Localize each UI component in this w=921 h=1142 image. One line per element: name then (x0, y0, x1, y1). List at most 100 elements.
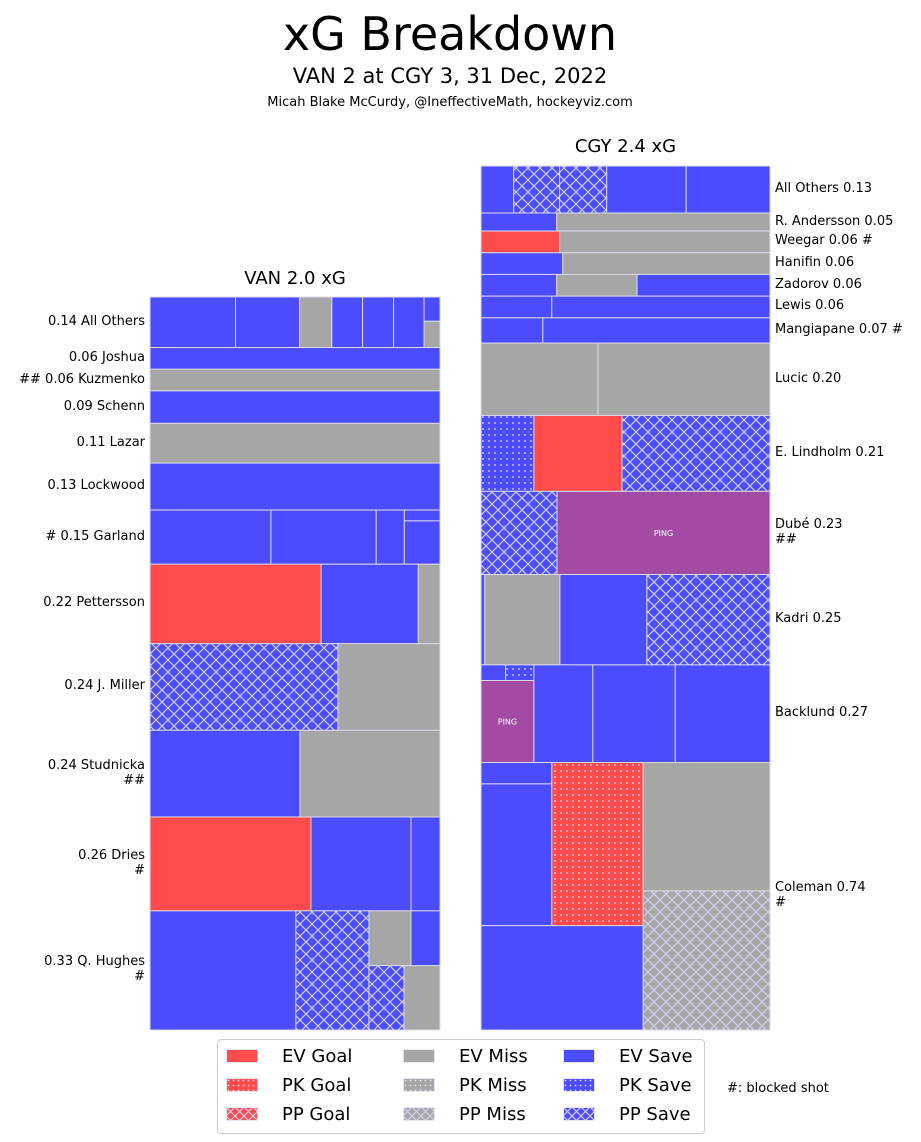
player-row-cgy: PING (480, 664, 771, 763)
shot-cell-save-solid (375, 509, 405, 565)
shot-cell-save-dots (480, 414, 535, 492)
player-row-cgy (480, 212, 771, 232)
legend-label: EV Goal (282, 1045, 353, 1067)
shot-cell-save-solid (542, 317, 771, 344)
shot-cell-save-solid (403, 520, 441, 565)
row-label: 0.22 Pettersson (43, 595, 145, 611)
legend-swatch (403, 1049, 435, 1063)
shot-cell-save-solid (551, 295, 771, 319)
shot-cell-goal-solid (149, 563, 322, 645)
legend-swatch (226, 1078, 258, 1092)
player-row-van (149, 296, 441, 349)
shot-cell-goal-solid (533, 414, 623, 492)
legend-label: PK Miss (459, 1074, 527, 1096)
cgy-panel-title: CGY 2.4 xG (574, 136, 677, 157)
legend-item: EV Goal (226, 1044, 352, 1068)
shot-cell-save-solid (480, 783, 553, 927)
row-label: 0.06 Joshua (68, 349, 145, 365)
shot-cell-save-cross (621, 414, 771, 492)
player-row-cgy (480, 342, 771, 416)
legend-item: PP Save (563, 1102, 691, 1126)
legend-item: EV Miss (403, 1044, 528, 1068)
row-label: Dubé 0.23 ## (775, 516, 843, 547)
shot-cell-save-solid (149, 729, 301, 818)
van-treemap (149, 296, 441, 1031)
shot-cell-miss-solid (299, 296, 333, 349)
player-row-cgy (480, 273, 771, 297)
legend-label: PP Goal (282, 1103, 351, 1125)
shot-cell-save-solid (149, 910, 297, 1031)
player-row-van (149, 643, 441, 731)
ping-label: PING (654, 529, 673, 538)
shot-cell-save-solid (480, 252, 564, 275)
shot-cell-miss-solid (403, 965, 441, 1031)
row-label: All Others 0.13 (775, 180, 873, 196)
shot-cell-save-solid (480, 212, 558, 232)
van-panel-title: VAN 2.0 xG (244, 268, 346, 289)
row-label: R. Andersson 0.05 (775, 213, 894, 229)
shot-cell-goal-solid (149, 816, 312, 912)
cgy-treemap: PING PING (480, 165, 771, 1031)
legend-item: PK Save (563, 1073, 692, 1097)
blocked-shot-note: #: blocked shot (727, 1081, 829, 1096)
legend-swatch (563, 1049, 595, 1063)
shot-cell-save-solid (410, 816, 441, 912)
legend-swatch (403, 1078, 435, 1092)
shot-cell-save-solid (480, 574, 486, 666)
shot-cell-save-solid (149, 462, 441, 511)
shot-cell-miss-solid (559, 230, 771, 254)
shot-cell-save-solid (149, 296, 237, 349)
shot-cell-save-solid (320, 563, 419, 645)
player-row-cgy (480, 230, 771, 254)
player-row-cgy (480, 761, 771, 1031)
player-row-van (149, 816, 441, 912)
shot-cell-save-solid (685, 165, 771, 214)
shot-cell-save-solid (331, 296, 364, 349)
shot-cell-save-solid (559, 574, 648, 666)
player-row-van (149, 422, 441, 464)
shot-cell-miss-solid (562, 252, 771, 275)
shot-cell-miss-cross (642, 890, 771, 1031)
shot-cell-save-dots (505, 664, 535, 681)
player-row-van (149, 347, 441, 370)
shot-cell-miss-solid (417, 563, 441, 645)
shot-cell-miss-solid (556, 273, 638, 297)
shot-cell-miss-solid (299, 729, 441, 818)
legend-swatch (563, 1078, 595, 1092)
shot-cell-ping-solid (556, 490, 771, 576)
shot-cell-save-solid (606, 165, 687, 214)
legend-item: PK Goal (226, 1073, 351, 1097)
row-label: Coleman 0.74 # (775, 880, 866, 911)
row-label: Zadorov 0.06 (775, 276, 862, 292)
shot-cell-goal-dots (551, 761, 644, 927)
shot-cell-save-cross (646, 574, 771, 666)
row-label: 0.26 Dries # (78, 847, 145, 878)
row-label: Lucic 0.20 (775, 370, 842, 386)
row-label: # 0.15 Garland (45, 528, 145, 544)
shot-cell-save-solid (480, 317, 544, 344)
legend-label: EV Miss (459, 1045, 528, 1067)
legend-label: EV Save (619, 1045, 693, 1067)
shot-cell-miss-solid (484, 574, 561, 666)
shot-cell-save-solid (393, 296, 425, 349)
shot-cell-miss-solid (480, 342, 599, 416)
shot-cell-save-solid (235, 296, 301, 349)
legend-item: PP Miss (403, 1102, 526, 1126)
legend-label: PP Save (619, 1103, 691, 1125)
shot-cell-save-solid (636, 273, 771, 297)
player-row-van (149, 390, 441, 424)
shot-cell-save-cross (559, 165, 608, 214)
row-label: Backlund 0.27 (775, 705, 868, 721)
row-label: ## 0.06 Kuzmenko (19, 371, 145, 387)
shot-cell-save-solid (149, 390, 441, 424)
shot-cell-save-solid (270, 509, 377, 565)
shot-cell-goal-solid (480, 230, 561, 254)
shot-cell-save-solid (480, 925, 644, 1031)
legend-swatch (226, 1049, 258, 1063)
row-label: 0.14 All Others (47, 313, 145, 329)
shot-cell-save-solid (480, 761, 553, 785)
shot-cell-save-solid (410, 910, 441, 967)
shot-cell-save-solid (310, 816, 412, 912)
legend-item: PK Miss (403, 1073, 527, 1097)
